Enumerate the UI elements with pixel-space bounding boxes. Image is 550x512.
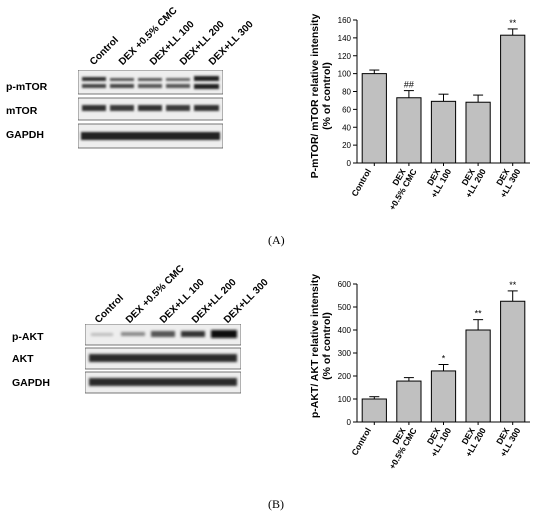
lane-label: Control [88,34,121,68]
blot-row-label: p-mTOR [6,81,48,93]
bar-chart-a: P-mTOR/ mTOR relative intensity (% of co… [309,13,530,212]
y-tick-label: 100 [338,70,352,79]
y-tick-label: 200 [338,372,352,381]
y-tick-label: 400 [338,326,352,335]
blot-row-label: mTOR [6,105,38,117]
significance-label: * [442,354,446,364]
y-tick-label: 120 [338,52,352,61]
y-axis-title: p-AKT/ AKT relative intensity (% of cont… [309,274,333,418]
y-axis-title-line: (% of control) [321,62,333,130]
bar [396,97,422,164]
y-axis-title: P-mTOR/ mTOR relative intensity (% of co… [309,13,333,178]
bar [465,101,491,164]
y-tick-label: 60 [342,105,351,114]
lane-label: Control [93,292,126,326]
bar [500,34,526,164]
panel-label-a: (A) [268,233,285,247]
y-tick-label: 0 [347,159,352,168]
x-tick-label: Control [349,167,373,198]
y-tick-label: 0 [347,418,352,427]
blot-row-label: AKT [12,353,34,365]
bar-chart-b: p-AKT/ AKT relative intensity (% of cont… [309,274,530,471]
x-tick-label: Control [349,426,373,457]
bar [361,398,387,423]
western-blot-b [85,324,241,394]
bar [361,73,387,164]
significance-label: ** [509,280,517,290]
significance-label: ## [404,80,414,90]
y-tick-label: 20 [342,141,351,150]
bar [465,329,491,423]
significance-label: ** [475,309,483,319]
y-tick-label: 160 [338,16,352,25]
bar [430,370,457,423]
blot-row-label: GAPDH [6,129,44,141]
western-blot-a [78,70,223,149]
y-tick-label: 140 [338,34,352,43]
blot-row-label: GAPDH [12,377,50,389]
bar [396,380,422,423]
significance-label: ** [509,18,517,28]
y-axis-title-line: (% of control) [321,312,333,380]
panel-label-b: (B) [268,497,284,511]
y-axis-title-line: P-mTOR/ mTOR relative intensity [309,13,321,178]
bar [500,300,526,423]
lane-label: DEX +0.5% CMC [124,263,187,326]
y-tick-label: 500 [338,303,352,312]
bar [430,100,457,164]
blot-row-label: p-AKT [12,331,44,343]
y-tick-label: 600 [338,280,352,289]
y-tick-label: 80 [342,88,351,97]
y-tick-label: 40 [342,123,351,132]
y-axis-title-line: p-AKT/ AKT relative intensity [309,274,321,418]
y-tick-label: 100 [338,395,352,404]
y-tick-label: 300 [338,349,352,358]
